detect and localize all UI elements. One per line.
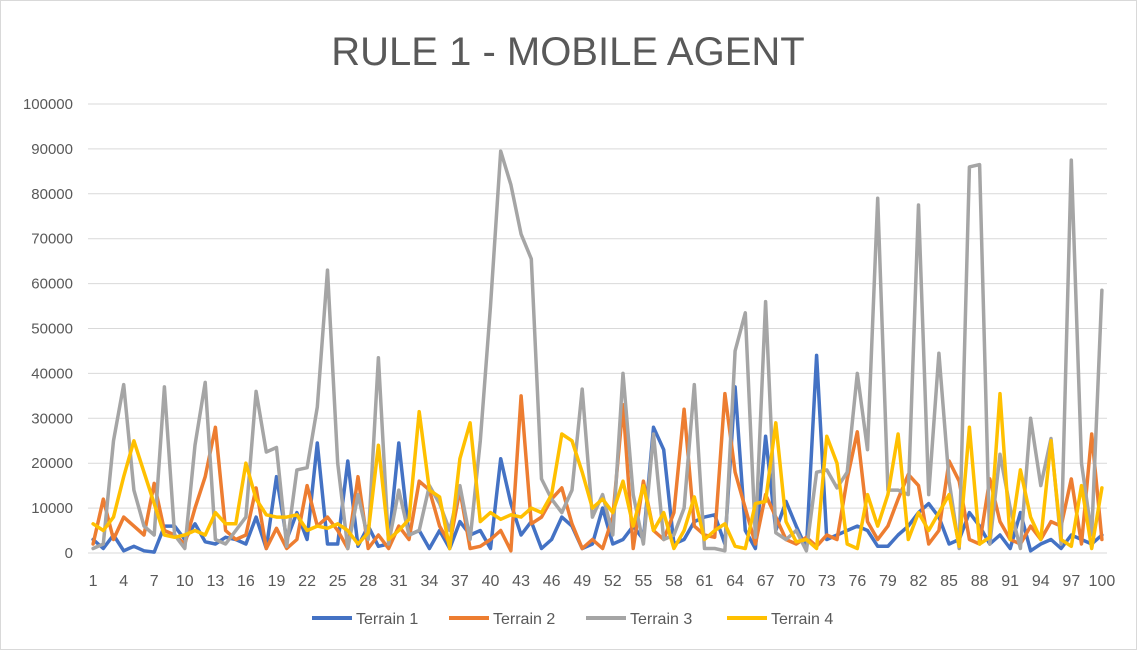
x-tick-label: 67 — [757, 573, 775, 590]
legend: Terrain 1 Terrain 2 Terrain 3 Terrain 4 — [312, 611, 833, 628]
chart-title: RULE 1 - MOBILE AGENT — [331, 30, 804, 74]
y-tick-label: 50000 — [31, 321, 73, 338]
y-tick-label: 80000 — [31, 186, 73, 203]
x-tick-label: 91 — [1001, 573, 1019, 590]
x-tick-label: 31 — [390, 573, 408, 590]
series-line-terrain-1 — [91, 353, 1104, 554]
legend-label-terrain-4: Terrain 4 — [771, 611, 833, 628]
x-tick-label: 40 — [482, 573, 500, 590]
x-tick-label: 79 — [879, 573, 897, 590]
x-tick-label: 28 — [359, 573, 377, 590]
x-tick-label: 25 — [329, 573, 347, 590]
y-tick-label: 20000 — [31, 455, 73, 472]
y-tick-label: 100000 — [23, 96, 73, 113]
legend-label-terrain-2: Terrain 2 — [493, 611, 555, 628]
x-tick-label: 73 — [818, 573, 836, 590]
x-tick-label: 70 — [787, 573, 805, 590]
x-tick-label: 64 — [726, 573, 744, 590]
x-tick-label: 22 — [298, 573, 316, 590]
x-tick-label: 55 — [634, 573, 652, 590]
x-tick-label: 7 — [150, 573, 159, 590]
y-tick-label: 70000 — [31, 231, 73, 248]
x-tick-label: 76 — [848, 573, 866, 590]
x-tick-label: 52 — [604, 573, 622, 590]
x-axis: 1 4 7 10 13 16 19 22 25 28 31 34 37 40 43 46 49 52 55 58 61 6… — [89, 573, 1116, 590]
x-tick-label: 13 — [206, 573, 224, 590]
x-tick-label: 43 — [512, 573, 530, 590]
x-tick-label: 85 — [940, 573, 958, 590]
x-tick-label: 88 — [971, 573, 989, 590]
y-tick-label: 0 — [65, 545, 73, 562]
x-tick-label: 46 — [543, 573, 561, 590]
series-lines — [91, 149, 1104, 554]
x-tick-label: 49 — [573, 573, 591, 590]
y-tick-label: 60000 — [31, 276, 73, 293]
x-tick-label: 19 — [268, 573, 286, 590]
y-tick-label: 90000 — [31, 141, 73, 158]
x-tick-label: 97 — [1062, 573, 1080, 590]
x-tick-label: 16 — [237, 573, 255, 590]
x-tick-label: 37 — [451, 573, 469, 590]
x-tick-label: 4 — [119, 573, 128, 590]
x-tick-label: 94 — [1032, 573, 1050, 590]
x-tick-label: 34 — [420, 573, 438, 590]
x-tick-label: 100 — [1089, 573, 1116, 590]
y-tick-label: 10000 — [31, 500, 73, 517]
legend-label-terrain-3: Terrain 3 — [630, 611, 692, 628]
series-line-terrain-4 — [91, 391, 1104, 551]
y-tick-label: 40000 — [31, 365, 73, 382]
y-tick-label: 30000 — [31, 410, 73, 427]
series-line-terrain-2 — [91, 391, 1104, 553]
legend-label-terrain-1: Terrain 1 — [356, 611, 418, 628]
x-tick-label: 61 — [696, 573, 714, 590]
x-tick-label: 58 — [665, 573, 683, 590]
x-tick-label: 10 — [176, 573, 194, 590]
x-tick-label: 82 — [910, 573, 928, 590]
y-axis: 0 10000 20000 30000 40000 50000 60000 70000 8000… — [23, 96, 73, 562]
series-line-terrain-3 — [91, 149, 1104, 553]
x-tick-label: 1 — [89, 573, 98, 590]
